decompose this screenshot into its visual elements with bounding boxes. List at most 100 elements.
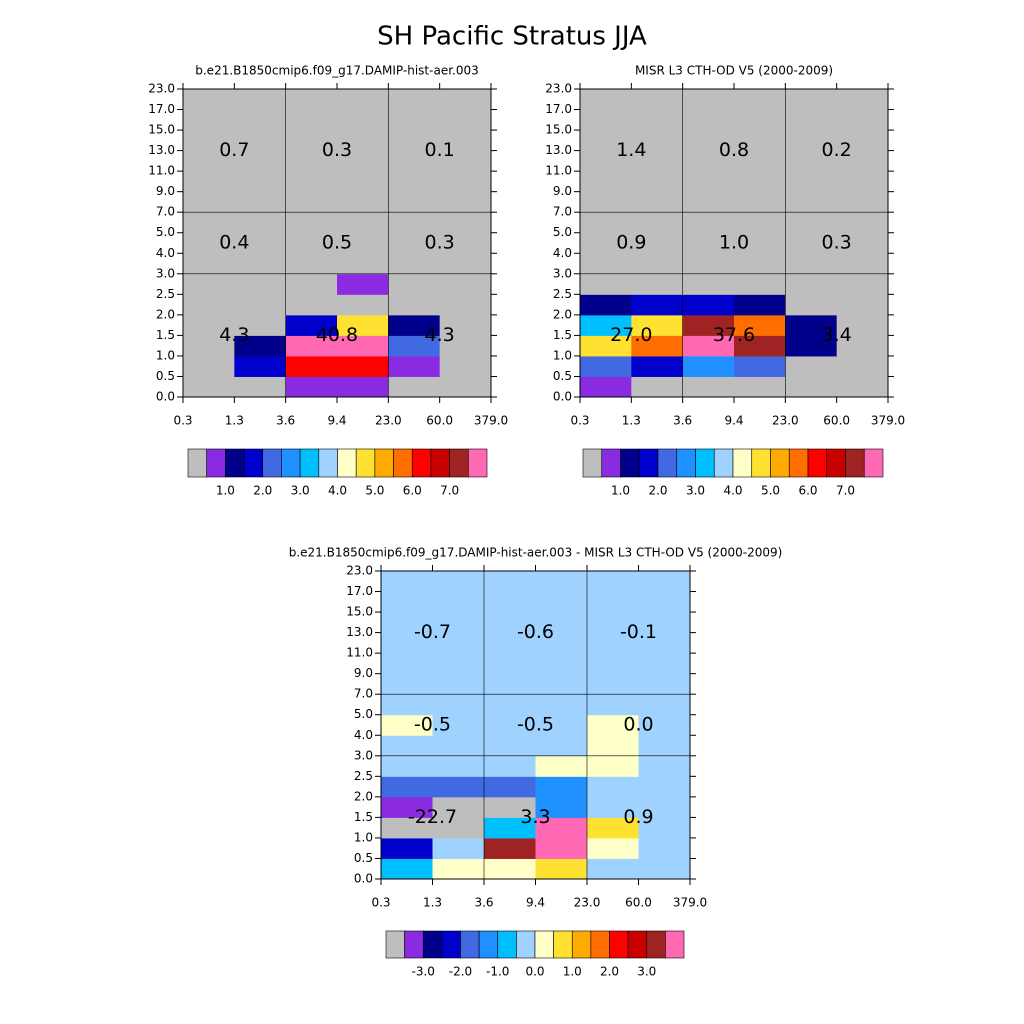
colorbar-box — [449, 448, 469, 478]
cell — [234, 109, 287, 131]
colorbar-box — [695, 448, 715, 478]
colorbar-label: 3.0 — [291, 484, 310, 498]
y-tick-label: 0.5 — [354, 851, 373, 865]
cell — [682, 191, 735, 213]
cell — [337, 171, 389, 193]
cell — [631, 232, 684, 254]
cell — [337, 232, 389, 254]
cell — [432, 755, 485, 777]
cell — [638, 694, 691, 716]
cell — [432, 673, 485, 695]
colorbar-box — [497, 930, 517, 959]
y-tick-label: 23.0 — [346, 564, 373, 578]
cell — [337, 294, 389, 316]
x-tick-label: 9.4 — [327, 414, 346, 428]
cell — [285, 335, 338, 357]
cell — [580, 150, 632, 172]
x-tick-label: 0.3 — [173, 414, 192, 428]
x-tick-label: 3.6 — [673, 414, 692, 428]
colorbar-box — [665, 930, 685, 959]
cell — [734, 376, 786, 398]
region-label: 40.8 — [316, 324, 358, 346]
colorbar-box — [845, 448, 865, 478]
y-tick-label: 3.0 — [156, 266, 175, 280]
cell — [432, 714, 485, 736]
colorbar-box — [646, 930, 666, 959]
y-tick-label: 11.0 — [346, 646, 373, 660]
region-label: -0.5 — [517, 714, 554, 736]
cell — [682, 130, 735, 152]
colorbar-box — [318, 448, 338, 478]
cell — [631, 191, 684, 213]
cell — [734, 253, 786, 275]
cell — [337, 89, 389, 111]
cell — [638, 591, 691, 613]
y-tick-label: 9.0 — [553, 184, 572, 198]
cell — [836, 294, 889, 316]
region-label: 0.8 — [719, 139, 749, 161]
colorbar-label: 3.0 — [637, 965, 656, 979]
cell — [381, 714, 433, 736]
cell — [484, 612, 536, 634]
cell — [439, 253, 492, 275]
cell — [836, 150, 889, 172]
cell — [432, 837, 485, 859]
cell — [432, 735, 485, 757]
cell — [587, 694, 639, 716]
cell — [183, 253, 235, 275]
x-tick-label: 0.3 — [371, 896, 390, 910]
x-tick-label: 60.0 — [426, 414, 453, 428]
colorbar-box — [355, 448, 376, 478]
y-tick-label: 5.0 — [354, 707, 373, 721]
cell — [432, 858, 485, 880]
cell — [234, 273, 287, 295]
cell — [836, 376, 889, 398]
cell — [580, 314, 632, 336]
cell — [484, 571, 536, 593]
cell — [234, 130, 287, 152]
colorbar-box — [751, 448, 771, 478]
colorbar-box — [638, 448, 659, 478]
cell — [631, 314, 684, 336]
cell — [234, 171, 287, 193]
cell — [734, 212, 786, 234]
y-tick-label: 0.0 — [354, 872, 373, 886]
colorbar-box — [676, 448, 696, 478]
colorbar-box — [713, 448, 734, 478]
colorbar-label: 6.0 — [798, 484, 817, 498]
colorbar-box — [571, 930, 592, 959]
cell — [337, 191, 389, 213]
cell — [638, 858, 691, 880]
x-tick-label: 1.3 — [423, 896, 442, 910]
y-tick-label: 7.0 — [156, 205, 175, 219]
cell — [183, 130, 235, 152]
cell — [836, 109, 889, 131]
cell — [785, 253, 838, 275]
cell — [785, 232, 838, 254]
cell — [836, 232, 889, 254]
cell — [587, 776, 639, 798]
figure-title: SH Pacific Stratus JJA — [377, 22, 647, 52]
cell — [183, 376, 235, 398]
cell — [631, 171, 684, 193]
cell — [587, 673, 639, 695]
cell — [484, 735, 536, 757]
colorbar-box — [657, 448, 678, 478]
cell — [580, 212, 632, 234]
y-tick-label: 11.0 — [545, 164, 572, 178]
cell — [587, 796, 639, 818]
cell — [682, 253, 735, 275]
y-tick-label: 4.0 — [354, 728, 373, 742]
colorbar-label: 2.0 — [253, 484, 272, 498]
cell — [734, 355, 786, 377]
y-tick-label: 15.0 — [148, 123, 175, 137]
cell — [734, 109, 786, 131]
colorbar-box — [609, 930, 629, 959]
cell — [836, 89, 889, 111]
cell — [734, 314, 786, 336]
cell — [381, 735, 433, 757]
cell — [388, 191, 441, 213]
y-tick-label: 4.0 — [156, 246, 175, 260]
cell — [484, 694, 536, 716]
region-label: 0.9 — [616, 232, 646, 254]
